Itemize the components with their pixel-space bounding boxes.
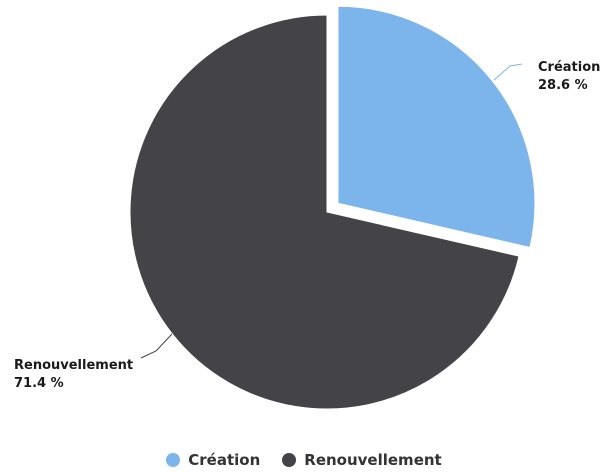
legend-item-renouvellement[interactable]: Renouvellement xyxy=(282,451,442,469)
legend-label-creation: Création xyxy=(188,451,261,469)
data-label-value-creation: 28.6 % xyxy=(538,78,588,93)
legend-label-renouvellement: Renouvellement xyxy=(304,451,442,469)
data-label-connector-renouvellement xyxy=(140,333,173,359)
data-label-name-creation: Création xyxy=(538,60,600,75)
legend-item-creation[interactable]: Création xyxy=(166,451,260,469)
legend-swatch-renouvellement xyxy=(282,453,297,467)
data-label-value-renouvellement: 71.4 % xyxy=(14,376,64,391)
pie-slice-creation[interactable] xyxy=(337,5,536,249)
data-label-creation: Création 28.6 % xyxy=(538,60,600,93)
data-label-name-renouvellement: Renouvellement xyxy=(14,358,133,373)
chart-legend: Création Renouvellement xyxy=(0,448,608,472)
pie-chart: Création 28.6 % Renouvellement 71.4 % xyxy=(14,5,600,410)
data-label-renouvellement: Renouvellement 71.4 % xyxy=(14,358,133,391)
data-label-connector-creation xyxy=(493,63,523,81)
legend-swatch-creation xyxy=(166,453,181,467)
pie-slice-renouvellement[interactable] xyxy=(129,14,520,410)
